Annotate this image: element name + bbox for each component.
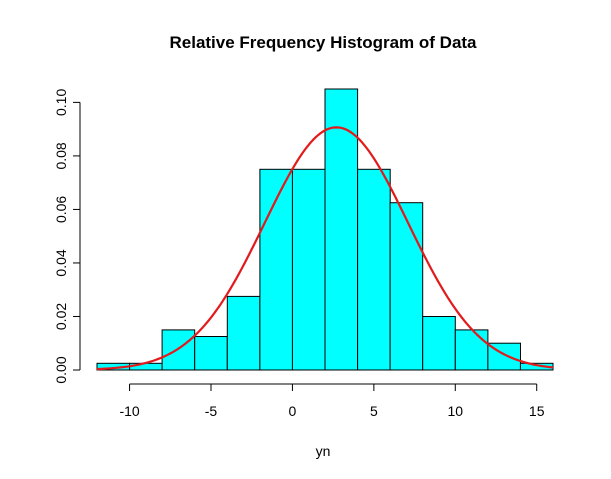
x-axis: -10 -5 0 5 10 15: [119, 383, 545, 419]
histogram-bar: [194, 336, 228, 371]
histogram-bar: [226, 295, 261, 371]
x-tick-label: -10: [119, 403, 139, 419]
x-tick-label: -5: [205, 403, 218, 419]
x-tick-label: 5: [370, 403, 378, 419]
y-tick-label: 0.00: [53, 356, 69, 383]
histogram-bar: [259, 168, 293, 371]
x-tick-label: 10: [447, 403, 463, 419]
density-curve: [96, 126, 554, 371]
y-tick-label: 0.04: [53, 249, 69, 276]
histogram-bar: [357, 168, 391, 371]
y-tick-label: 0.02: [53, 303, 69, 330]
histogram-bars: [96, 88, 554, 371]
histogram-bar: [324, 88, 359, 371]
histogram-bar: [454, 329, 489, 371]
chart-title: Relative Frequency Histogram of Data: [169, 33, 477, 52]
histogram-bar: [422, 316, 456, 371]
histogram-bar: [389, 202, 424, 371]
x-tick-label: 15: [529, 403, 545, 419]
y-tick-label: 0.06: [53, 196, 69, 223]
y-tick-label: 0.10: [53, 89, 69, 116]
y-tick-label: 0.08: [53, 142, 69, 169]
x-axis-label: yn: [316, 443, 331, 459]
y-axis: 0.00 0.02 0.04 0.06 0.08 0.10: [53, 89, 81, 384]
x-tick-label: 0: [289, 403, 297, 419]
histogram-bar: [291, 168, 326, 371]
